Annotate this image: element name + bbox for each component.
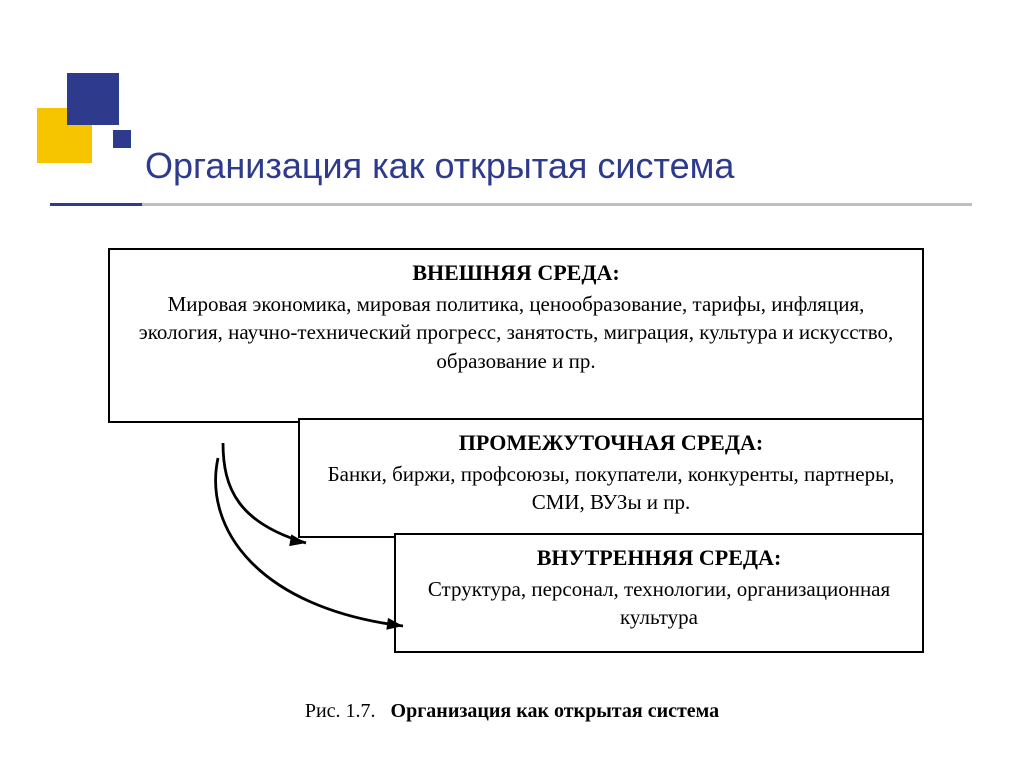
decor-blue-square-large	[67, 73, 119, 125]
nested-environment-diagram: ВНЕШНЯЯ СРЕДА: Мировая экономика, мирова…	[108, 248, 924, 688]
slide-title: Организация как открытая система	[145, 145, 734, 187]
figure-caption-text: Организация как открытая система	[391, 700, 720, 722]
arrow-outer-to-inner	[108, 248, 924, 688]
decor-blue-square-small	[113, 130, 131, 148]
figure-caption-label: Рис. 1.7.	[305, 700, 376, 722]
title-underline-grey	[142, 203, 972, 206]
title-underline-blue	[50, 203, 142, 206]
slide: Организация как открытая система ВНЕШНЯЯ…	[0, 0, 1024, 767]
figure-caption: Рис. 1.7. Организация как открытая систе…	[0, 700, 1024, 723]
